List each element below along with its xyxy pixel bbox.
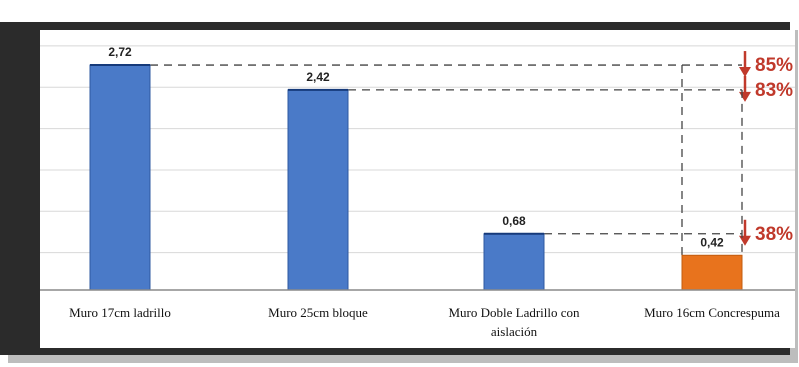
percentage-label: 83%	[755, 80, 793, 101]
percentage-label: 38%	[755, 224, 793, 245]
down-arrow-icon	[739, 235, 751, 246]
x-tick-label: aislación	[491, 324, 538, 339]
bar	[89, 64, 151, 291]
x-tick-label: Muro 17cm ladrillo	[69, 305, 171, 320]
x-tick-label: Muro 25cm bloque	[268, 305, 368, 320]
labels: 2,72 Muro 17cm ladrillo 2,42 Muro 25cm bloq…	[69, 45, 793, 339]
bar	[287, 89, 349, 291]
bar	[681, 254, 743, 291]
data-label: 2,42	[306, 70, 330, 84]
x-tick-label: Muro Doble Ladrillo con	[448, 305, 580, 320]
plot-area-background	[40, 30, 795, 348]
guide-lines	[150, 51, 751, 256]
bar	[483, 233, 545, 291]
percentage-label: 85%	[755, 55, 793, 76]
bars	[89, 64, 743, 291]
gridlines	[40, 45, 795, 254]
data-label: 0,42	[700, 235, 724, 249]
x-tick-label: Muro 16cm Concrespuma	[644, 305, 780, 320]
down-arrow-icon	[739, 67, 751, 78]
data-label: 0,68	[502, 214, 526, 228]
data-label: 2,72	[108, 45, 132, 59]
